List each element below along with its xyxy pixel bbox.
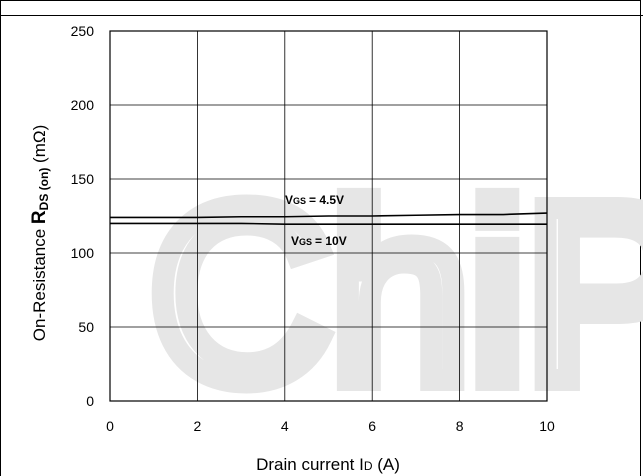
series-line-1	[110, 222, 547, 225]
x-tick-labels: 0 2 4 6 8 10	[106, 418, 555, 434]
x-tick-label: 2	[194, 418, 202, 434]
y-tick-label: 150	[71, 171, 95, 187]
watermark-text: ChiP	[150, 154, 643, 433]
y-tick-labels: 0 50 100 150 200 250	[71, 23, 95, 409]
series-line-0	[110, 212, 548, 219]
series-lines	[110, 212, 548, 225]
y-tick-label: 50	[78, 319, 94, 335]
x-tick-label: 10	[539, 418, 555, 434]
y-axis-title: On-Resistance RDS (on) (mΩ)	[29, 125, 51, 341]
top-divider	[0, 15, 643, 16]
x-axis-title: Drain current ID (A)	[256, 455, 400, 474]
x-tick-label: 4	[281, 418, 289, 434]
y-tick-label: 200	[71, 97, 95, 113]
x-tick-label: 6	[368, 418, 376, 434]
plot-border	[109, 30, 548, 402]
x-tick-label: 8	[456, 418, 464, 434]
y-tick-label: 0	[86, 393, 94, 409]
y-tick-label: 100	[71, 245, 95, 261]
y-tick-label: 250	[71, 23, 95, 39]
series-label-vgs-4-5v: VGS = 4.5V	[285, 193, 344, 207]
series-label-vgs-10v: VGS = 10V	[291, 234, 347, 248]
x-tick-label: 0	[106, 418, 114, 434]
